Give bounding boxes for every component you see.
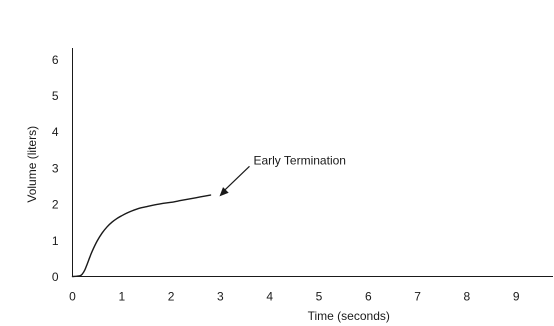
x-tick-label: 1: [118, 290, 125, 304]
y-axis-label: Volume (liters): [25, 126, 39, 203]
series-layer: [71, 194, 212, 278]
y-tick-label: 4: [52, 125, 59, 139]
x-tick-label: 7: [414, 290, 421, 304]
y-tick-label: 1: [52, 234, 59, 248]
volume-curve: [71, 194, 212, 278]
annotation-arrowhead: [219, 187, 229, 197]
x-tick-label: 9: [513, 290, 520, 304]
y-tick-label: 6: [52, 53, 59, 67]
y-tick-label: 0: [52, 270, 59, 284]
y-tick-label: 2: [52, 198, 59, 212]
x-tick-label: 5: [316, 290, 323, 304]
x-tick-label: 3: [217, 290, 224, 304]
x-tick-label: 8: [464, 290, 471, 304]
y-tick-label: 5: [52, 89, 59, 103]
annotation-layer: Early Termination: [219, 153, 346, 197]
x-tick-label: 2: [168, 290, 175, 304]
ticks-layer: 0 1 2 3 4 5 6 7 8 9 0 1 2 3 4 5 6: [52, 53, 520, 304]
y-tick-label: 3: [52, 161, 59, 175]
x-tick-label: 4: [266, 290, 273, 304]
annotation-arrow-line: [224, 165, 250, 191]
annotation-label: Early Termination: [253, 153, 345, 167]
x-tick-label: 0: [69, 290, 76, 304]
x-tick-label: 6: [365, 290, 372, 304]
x-axis-label: Time (seconds): [308, 309, 390, 323]
